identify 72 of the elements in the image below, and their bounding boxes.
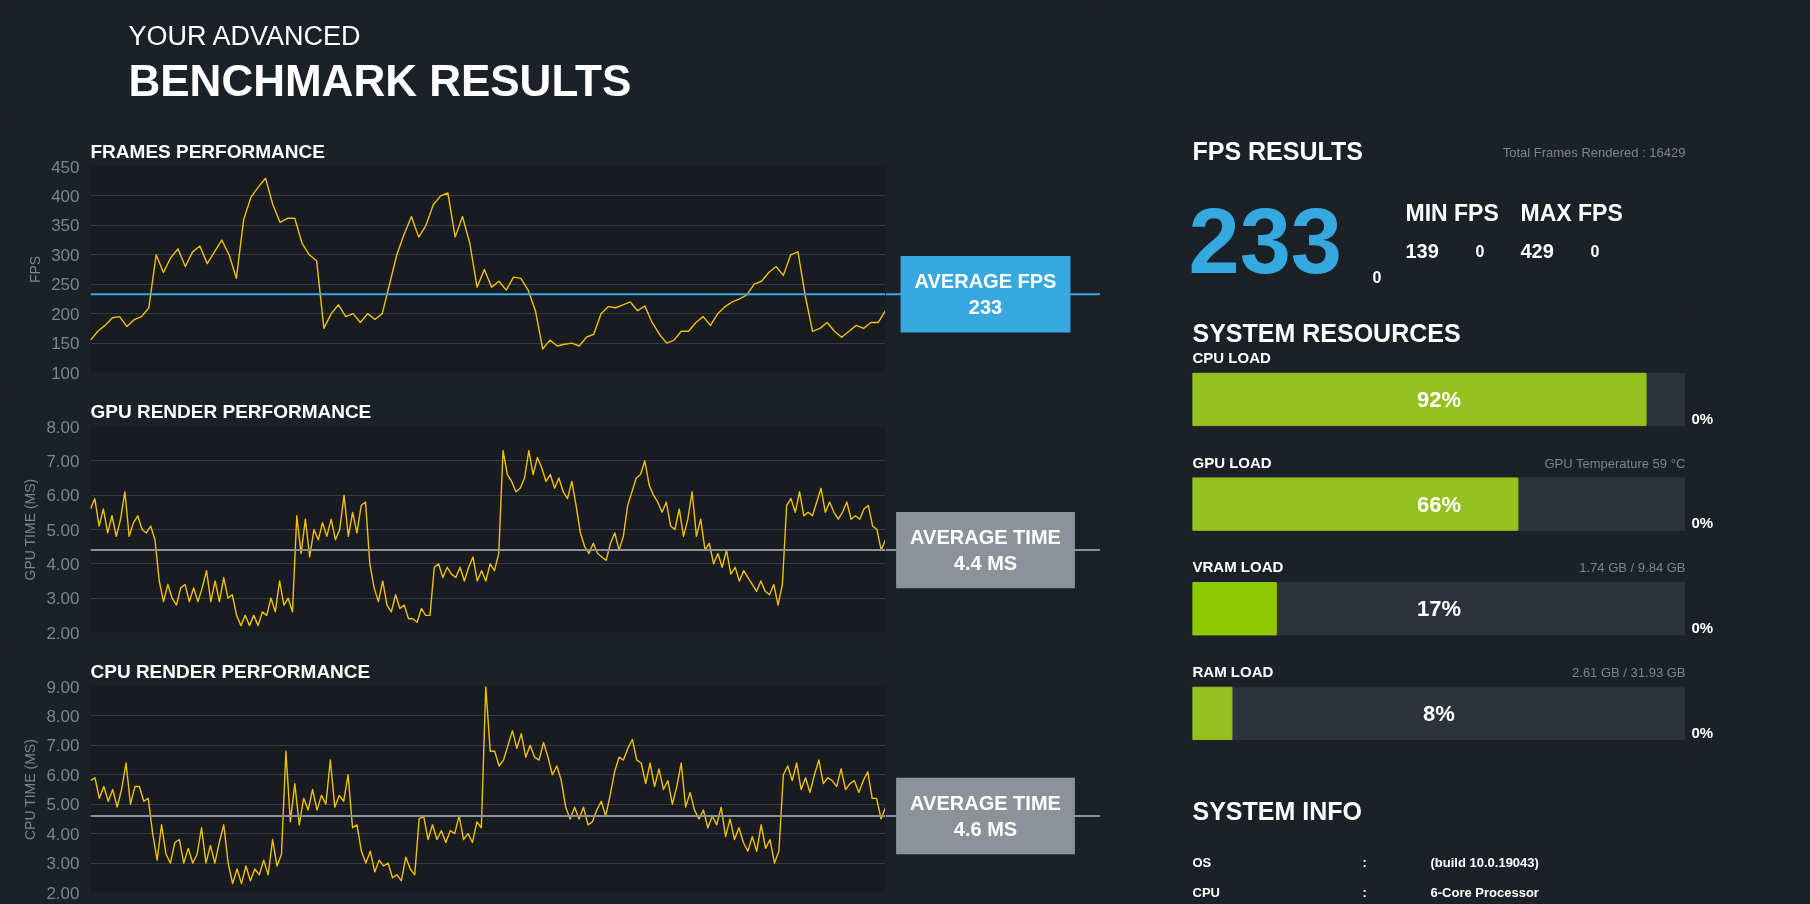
y-tick-label: 3.00 <box>46 589 80 609</box>
y-axis-title: FPS <box>27 255 44 284</box>
text: 0 <box>1590 242 1600 260</box>
chart-title: FRAMES PERFORMANCE <box>90 140 325 162</box>
y-tick-label: 150 <box>51 334 80 354</box>
y-tick-label: 7.00 <box>46 451 80 471</box>
chart-title: CPU RENDER PERFORMANCE <box>90 660 371 682</box>
text: MAX FPS <box>1520 199 1623 226</box>
text: BENCHMARK RESULTS <box>128 56 632 105</box>
text: 233 <box>1188 189 1342 292</box>
bar <box>1192 582 1277 636</box>
y-tick-label: 2.00 <box>46 623 80 643</box>
text: 4.6 MS <box>953 818 1018 841</box>
text: 139 <box>1405 239 1439 262</box>
data-label: 17% <box>1416 596 1462 622</box>
text: SYSTEM INFO <box>1192 796 1362 825</box>
text: 6-Core Processor <box>1430 885 1539 900</box>
category-label: GPU LOAD <box>1192 453 1272 471</box>
y-tick-label: 3.00 <box>46 854 80 874</box>
y-tick-label: 300 <box>51 245 80 265</box>
text: Total Frames Rendered : 16429 <box>1502 145 1686 160</box>
data-label: 8% <box>1423 700 1455 726</box>
y-tick-label: 7.00 <box>46 736 80 756</box>
category-label: CPU LOAD <box>1192 349 1271 367</box>
text: SYSTEM RESOURCES <box>1192 318 1461 347</box>
y-axis-title: CPU TIME (MS) <box>22 739 39 841</box>
annotation: 2.61 GB / 31.93 GB <box>1572 665 1686 681</box>
text: FPS RESULTS <box>1192 136 1363 165</box>
y-tick-label: 2.00 <box>46 883 80 903</box>
text: 233 <box>968 296 1003 319</box>
y-tick-label: 4.00 <box>46 824 80 844</box>
y-tick-label: 8.00 <box>46 417 80 437</box>
ref-line-label: AVERAGE FPS <box>914 270 1057 293</box>
text: 0% <box>1691 723 1714 741</box>
text: 0% <box>1691 409 1714 427</box>
text: : <box>1362 885 1367 900</box>
text: : <box>1362 855 1367 870</box>
text: 0 <box>1475 242 1485 260</box>
y-tick-label: 5.00 <box>46 795 80 815</box>
data-label: 66% <box>1416 491 1462 517</box>
y-tick-label: 6.00 <box>46 486 80 506</box>
y-tick-label: 5.00 <box>46 520 80 540</box>
y-tick-label: 9.00 <box>46 677 80 697</box>
annotation: GPU Temperature 59 °C <box>1544 455 1686 471</box>
y-tick-label: 100 <box>51 363 80 383</box>
chart-title: GPU RENDER PERFORMANCE <box>90 400 372 422</box>
y-tick-label: 4.00 <box>46 554 80 574</box>
ref-line-label: AVERAGE TIME <box>910 791 1061 814</box>
text: 0% <box>1691 619 1714 637</box>
text: 429 <box>1520 239 1554 262</box>
text: OS <box>1192 855 1212 870</box>
text: MIN FPS <box>1405 199 1499 226</box>
ref-line-label: AVERAGE TIME <box>910 525 1061 548</box>
y-axis-title: GPU TIME (MS) <box>22 478 39 581</box>
text: 0 <box>1372 268 1382 286</box>
text: 4.4 MS <box>953 552 1018 575</box>
category-label: VRAM LOAD <box>1192 558 1284 576</box>
y-tick-label: 6.00 <box>46 765 80 785</box>
text: 0% <box>1691 514 1714 532</box>
text: (build 10.0.19043) <box>1430 855 1539 870</box>
y-tick-label: 200 <box>51 304 80 324</box>
bar <box>1192 686 1233 741</box>
y-tick-label: 250 <box>51 275 80 295</box>
annotation: 1.74 GB / 9.84 GB <box>1579 560 1686 576</box>
y-tick-label: 350 <box>51 216 80 236</box>
y-tick-label: 8.00 <box>46 706 80 726</box>
category-label: RAM LOAD <box>1192 663 1274 681</box>
y-tick-label: 400 <box>51 186 80 206</box>
text: YOUR ADVANCED <box>128 20 361 51</box>
text: CPU <box>1192 885 1220 900</box>
y-tick-label: 450 <box>51 157 80 177</box>
data-label: 92% <box>1416 386 1462 412</box>
